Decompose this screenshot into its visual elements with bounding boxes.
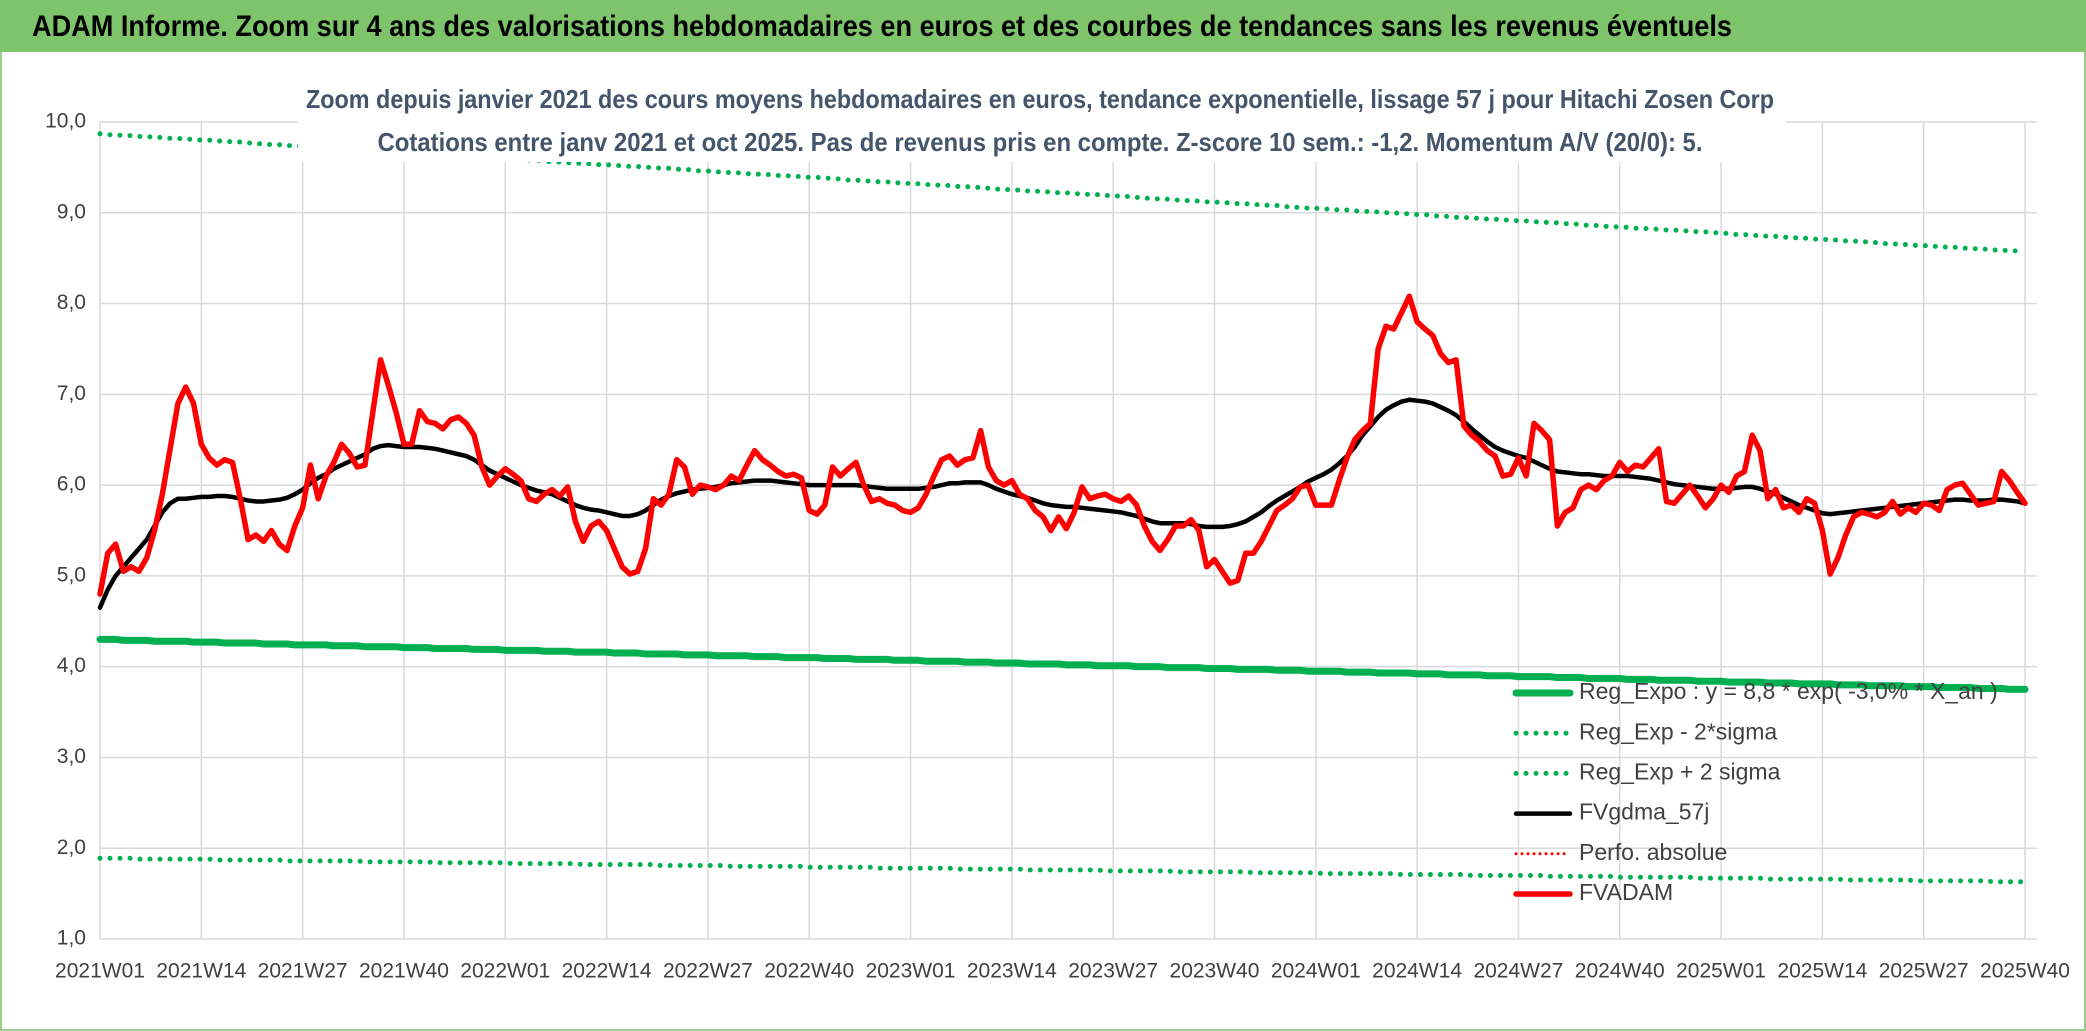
x-tick-label: 2022W14 bbox=[562, 960, 652, 983]
y-tick-label: 7,0 bbox=[57, 382, 86, 405]
y-tick-label: 2,0 bbox=[57, 836, 86, 859]
series-line bbox=[96, 635, 2029, 693]
x-tick-label: 2023W27 bbox=[1068, 960, 1158, 983]
x-tick-label: 2024W01 bbox=[1271, 960, 1361, 983]
y-tick-label: 1,0 bbox=[57, 927, 86, 950]
x-tick-label: 2025W40 bbox=[1980, 960, 2070, 983]
y-tick-label: 5,0 bbox=[57, 563, 86, 586]
x-tick-label: 2023W40 bbox=[1170, 960, 1260, 983]
y-tick-label: 6,0 bbox=[57, 473, 86, 496]
x-tick-label: 2021W27 bbox=[258, 960, 348, 983]
x-tick-label: 2025W27 bbox=[1879, 960, 1969, 983]
x-tick-label: 2024W40 bbox=[1575, 960, 1665, 983]
legend-label: Reg_Expo : y = 8,8 * exp( -3,0% * X_an ) bbox=[1579, 678, 1998, 704]
legend-label: Perfo. absolue bbox=[1579, 839, 1727, 865]
series-line bbox=[97, 293, 2028, 597]
subtitle-box bbox=[298, 80, 1786, 162]
x-tick-label: 2024W27 bbox=[1473, 960, 1563, 983]
x-tick-label: 2021W40 bbox=[359, 960, 449, 983]
y-tick-label: 8,0 bbox=[57, 291, 86, 314]
y-tick-label: 9,0 bbox=[57, 200, 86, 223]
x-tick-label: 2022W40 bbox=[764, 960, 854, 983]
x-tick-label: 2021W01 bbox=[55, 960, 145, 983]
chart-subtitle: Zoom depuis janvier 2021 des cours moyen… bbox=[306, 84, 1774, 114]
y-tick-label: 4,0 bbox=[57, 654, 86, 677]
legend-label: FVADAM bbox=[1579, 879, 1673, 905]
legend-label: Reg_Exp - 2*sigma bbox=[1579, 718, 1777, 744]
x-tick-label: 2023W01 bbox=[866, 960, 956, 983]
x-tick-label: 2024W14 bbox=[1372, 960, 1462, 983]
legend-label: Reg_Exp + 2 sigma bbox=[1579, 758, 1781, 784]
legend-label: FVgdma_57j bbox=[1579, 799, 1709, 825]
plot-area: 1,0 2,0 3,0 4,0 5,0 6,0 7,0 8,0 9,0 10,0 2021W01 20… bbox=[45, 110, 2070, 983]
chart-title: ADAM Informe. Zoom sur 4 ans des valoris… bbox=[32, 10, 1732, 43]
x-tick-label: 2023W14 bbox=[967, 960, 1057, 983]
x-tick-label: 2021W14 bbox=[156, 960, 246, 983]
x-tick-label: 2022W27 bbox=[663, 960, 753, 983]
series-line bbox=[97, 397, 2028, 610]
chart-subtitle: Cotations entre janv 2021 et oct 2025. P… bbox=[378, 127, 1703, 157]
y-tick-label: 3,0 bbox=[57, 745, 86, 768]
series-line bbox=[97, 855, 2028, 885]
header-bar bbox=[0, 0, 2086, 52]
x-tick-label: 2022W01 bbox=[460, 960, 550, 983]
x-tick-label: 2025W01 bbox=[1676, 960, 1766, 983]
y-tick-label: 10,0 bbox=[45, 110, 86, 133]
x-tick-label: 2025W14 bbox=[1777, 960, 1867, 983]
